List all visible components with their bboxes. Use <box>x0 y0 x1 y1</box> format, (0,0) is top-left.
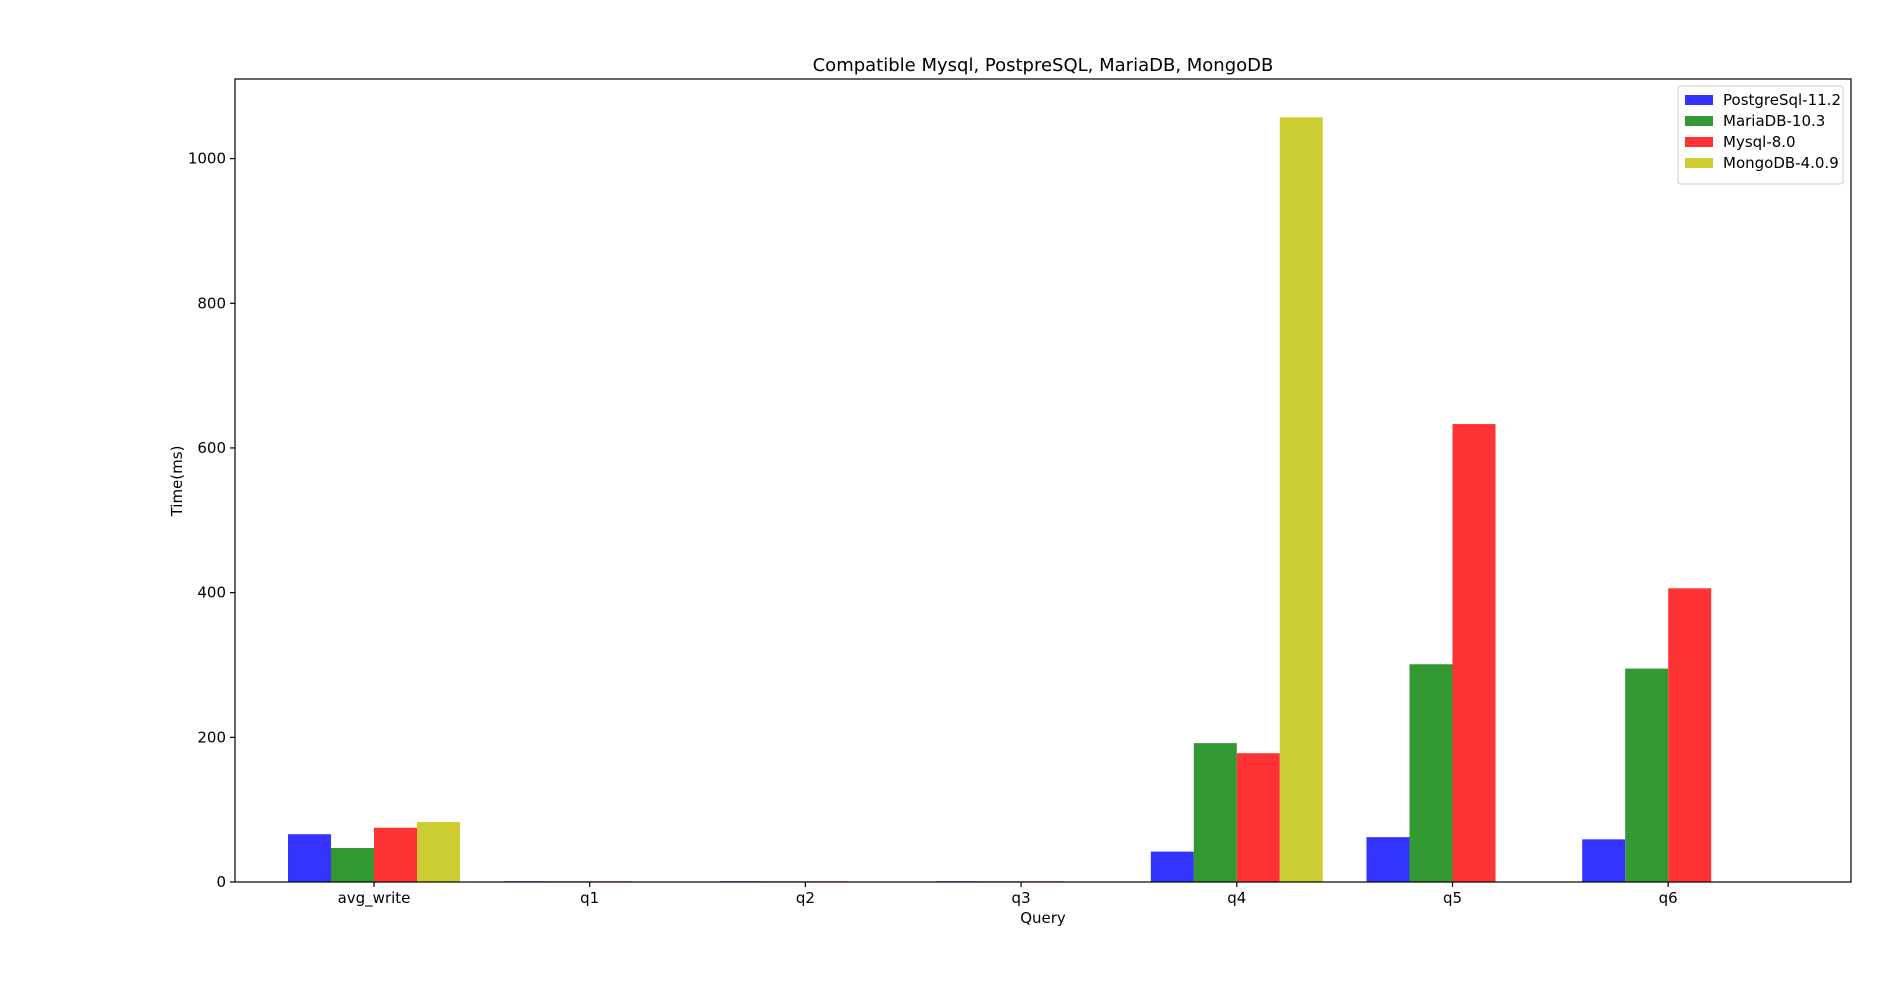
bar-q6-MariaDB-10.3 <box>1625 668 1669 882</box>
bar-q6-PostgreSql-11.2 <box>1582 839 1626 882</box>
legend-label-MongoDB-4.0.9: MongoDB-4.0.9 <box>1723 154 1839 172</box>
legend-box <box>1677 85 1844 185</box>
y-axis-label: Time(ms) <box>168 446 186 518</box>
legend-swatch-MongoDB-4.0.9 <box>1685 158 1713 168</box>
x-tick-label-q1: q1 <box>580 889 599 907</box>
bar-q4-MongoDB-4.0.9 <box>1279 117 1323 883</box>
legend-label-PostgreSql-11.2: PostgreSql-11.2 <box>1723 91 1841 109</box>
chart-title: Compatible Mysql, PostpreSQL, MariaDB, M… <box>813 55 1274 76</box>
legend-swatch-Mysql-8.0 <box>1685 137 1713 147</box>
legend-label-MariaDB-10.3: MariaDB-10.3 <box>1723 112 1825 130</box>
x-tick-label-q5: q5 <box>1443 889 1462 907</box>
y-tick-label-800: 800 <box>197 294 226 312</box>
y-tick-label-400: 400 <box>197 584 226 602</box>
bar-q5-MariaDB-10.3 <box>1409 664 1453 882</box>
bar-q5-Mysql-8.0 <box>1452 424 1496 882</box>
bar-q5-PostgreSql-11.2 <box>1366 837 1410 882</box>
legend: PostgreSql-11.2 MariaDB-10.3 Mysql-8.0 Mong… <box>1677 85 1844 185</box>
legend-label-Mysql-8.0: Mysql-8.0 <box>1723 133 1796 151</box>
y-tick-label-200: 200 <box>197 728 226 746</box>
x-axis-label: Query <box>1020 909 1066 927</box>
y-tick-label-0: 0 <box>216 873 226 891</box>
x-tick-label-avg_write: avg_write <box>338 889 411 908</box>
x-axis: avg_write q1 q2 q3 q4 q5 q6 <box>338 882 1678 908</box>
bar-avg_write-PostgreSql-11.2 <box>288 834 331 882</box>
y-tick-label-600: 600 <box>197 439 226 457</box>
bar-q4-PostgreSql-11.2 <box>1150 851 1194 882</box>
bars-group <box>288 117 1712 883</box>
x-tick-label-q2: q2 <box>796 889 815 907</box>
y-tick-label-1000: 1000 <box>188 150 226 168</box>
bar-q4-Mysql-8.0 <box>1236 753 1280 882</box>
x-tick-label-q6: q6 <box>1659 889 1678 907</box>
bar-q4-MariaDB-10.3 <box>1193 743 1237 882</box>
bar-q6-Mysql-8.0 <box>1668 588 1712 882</box>
legend-swatch-PostgreSql-11.2 <box>1685 95 1713 105</box>
x-tick-label-q3: q3 <box>1012 889 1031 907</box>
plot-frame <box>234 78 1852 883</box>
y-axis: 0 200 400 600 800 1000 <box>188 150 235 891</box>
legend-swatch-MariaDB-10.3 <box>1685 116 1713 126</box>
bar-avg_write-MongoDB-4.0.9 <box>417 821 460 882</box>
bar-avg_write-Mysql-8.0 <box>374 827 417 882</box>
x-tick-label-q4: q4 <box>1227 889 1246 907</box>
bar-avg_write-MariaDB-10.3 <box>331 848 374 882</box>
